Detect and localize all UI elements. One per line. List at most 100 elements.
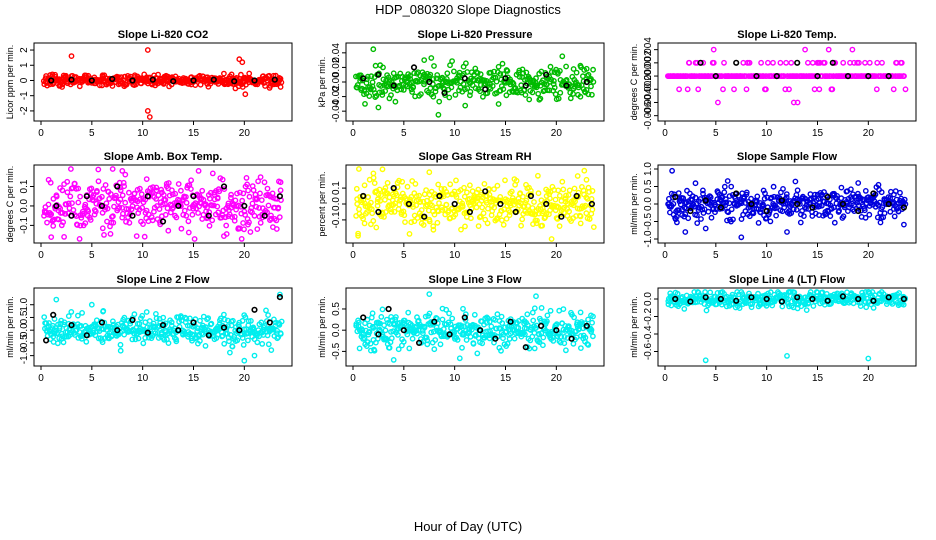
data-point xyxy=(439,207,446,213)
data-point xyxy=(469,82,476,89)
data-point xyxy=(475,186,482,193)
reference-point xyxy=(390,82,397,89)
x-tick-label: 20 xyxy=(551,250,563,261)
reference-point xyxy=(702,294,709,301)
data-point xyxy=(508,188,515,195)
data-point xyxy=(589,187,596,194)
x-tick-label: 20 xyxy=(863,250,875,261)
data-point xyxy=(185,218,192,225)
data-point xyxy=(547,307,554,314)
data-point xyxy=(723,199,730,206)
data-point xyxy=(758,59,764,66)
data-point xyxy=(239,317,246,324)
data-point xyxy=(518,222,524,229)
data-point xyxy=(79,309,86,316)
data-point xyxy=(47,179,54,186)
data-point xyxy=(827,213,834,220)
data-point xyxy=(135,335,142,342)
data-point xyxy=(866,59,873,66)
outlier-point xyxy=(370,46,377,53)
data-point xyxy=(480,210,487,217)
data-point xyxy=(675,190,682,197)
y-axis-label: ml/min per min. xyxy=(317,296,327,358)
data-point xyxy=(870,304,877,311)
data-point xyxy=(900,301,907,308)
data-point xyxy=(578,64,584,71)
data-point xyxy=(409,335,416,342)
data-point xyxy=(123,218,129,225)
data-point xyxy=(770,183,777,190)
data-point xyxy=(731,86,737,93)
data-point xyxy=(811,86,818,93)
data-point xyxy=(555,187,562,194)
y-tick-label: 0.0 xyxy=(331,323,342,337)
data-point xyxy=(450,68,457,75)
reference-point xyxy=(824,297,831,304)
data-point xyxy=(781,73,788,80)
data-point xyxy=(462,223,468,230)
x-tick-label: 0 xyxy=(662,250,668,261)
data-point xyxy=(258,319,265,326)
data-point xyxy=(99,339,106,346)
data-point xyxy=(175,181,182,187)
data-point xyxy=(426,310,433,317)
data-point xyxy=(243,174,250,181)
data-point xyxy=(372,94,379,101)
data-point xyxy=(206,222,213,229)
data-point xyxy=(400,87,407,93)
plot-frame xyxy=(657,42,917,122)
data-point xyxy=(721,189,728,196)
reference-point xyxy=(436,192,443,200)
data-point xyxy=(467,215,474,222)
data-point xyxy=(540,334,547,341)
reference-point xyxy=(114,327,121,334)
reference-point xyxy=(236,327,243,334)
reference-point xyxy=(159,322,167,329)
data-point xyxy=(394,331,401,338)
data-point xyxy=(360,215,366,222)
data-point xyxy=(500,221,507,228)
outlier-point xyxy=(144,47,151,53)
data-point xyxy=(353,322,360,329)
data-point xyxy=(453,194,460,200)
data-point xyxy=(783,194,790,201)
data-point xyxy=(129,203,136,210)
reference-point xyxy=(220,183,228,190)
data-point xyxy=(176,197,183,204)
data-point xyxy=(253,195,260,202)
data-point xyxy=(516,73,523,80)
reference-point xyxy=(375,71,382,78)
data-point xyxy=(517,190,524,197)
data-point xyxy=(498,217,505,224)
x-tick-label: 0 xyxy=(662,373,668,384)
reference-point xyxy=(53,202,60,209)
data-point xyxy=(277,84,284,90)
data-point xyxy=(494,311,501,318)
data-point xyxy=(872,292,878,299)
data-point xyxy=(460,305,466,312)
data-point xyxy=(401,212,408,219)
y-tick-label: -0.5 xyxy=(331,342,342,360)
data-point xyxy=(121,183,128,190)
data-point xyxy=(125,189,132,196)
data-point xyxy=(580,78,587,85)
plot-frame xyxy=(345,287,605,367)
data-point xyxy=(588,83,594,90)
data-point xyxy=(754,193,761,200)
reference-point xyxy=(431,318,438,325)
reference-point xyxy=(697,59,704,66)
data-point xyxy=(538,304,545,311)
data-point xyxy=(529,89,536,96)
data-point xyxy=(245,187,252,194)
data-point xyxy=(534,82,541,89)
data-point xyxy=(410,83,416,90)
reference-point xyxy=(390,185,397,192)
data-point xyxy=(357,193,363,200)
data-point xyxy=(76,235,83,242)
outlier-point xyxy=(88,301,95,308)
data-point xyxy=(53,193,60,200)
data-point xyxy=(402,219,408,226)
data-point xyxy=(763,86,769,93)
data-point xyxy=(535,172,541,179)
data-point xyxy=(816,86,823,93)
